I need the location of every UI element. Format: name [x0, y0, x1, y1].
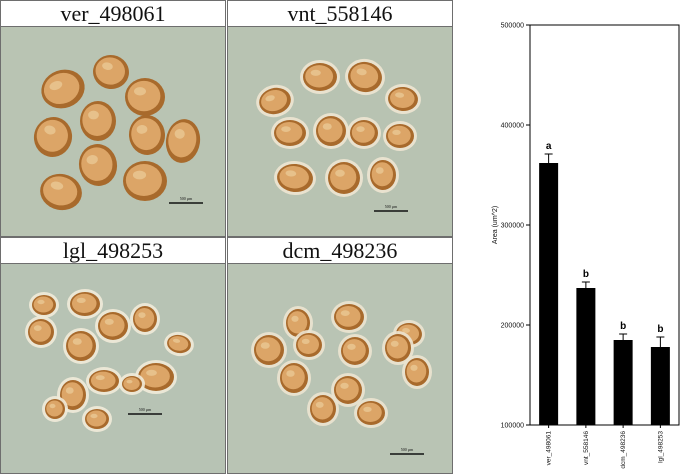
panel-title: ver_498061 [1, 1, 225, 27]
seed [33, 117, 73, 157]
seed [80, 101, 116, 141]
significance-letter: b [657, 324, 663, 335]
seed [165, 119, 201, 163]
seed-photo: 500 µm [228, 27, 452, 236]
y-tick-label: 300000 [501, 223, 524, 230]
seed [347, 117, 381, 149]
seed [29, 292, 59, 318]
seed [93, 54, 129, 90]
seed-photo: 500 µm [228, 264, 452, 473]
seed-group [256, 58, 421, 197]
x-tick-label: vnt_558146 [583, 431, 590, 465]
x-tick-label: dcm_498236 [620, 431, 627, 469]
seed [382, 331, 414, 365]
panel-dcm-498236: dcm_498236 500 µm [227, 237, 453, 474]
seed-group [25, 289, 194, 432]
seed [338, 334, 372, 368]
seed [300, 60, 340, 94]
bar [613, 340, 633, 425]
seed-photo: 500 µm [1, 27, 225, 236]
y-tick-label: 500000 [501, 23, 524, 30]
seed [42, 396, 68, 422]
seed [86, 367, 122, 395]
significance-letter: a [546, 141, 552, 152]
bar [539, 163, 559, 425]
seed-photo: 500 µm [1, 264, 225, 473]
seed [41, 69, 85, 109]
x-tick-label: lgl_498253 [657, 431, 664, 463]
seed [385, 83, 421, 115]
bars: a b b b [539, 141, 670, 425]
y-axis: 100000 200000 300000 400000 500000 [501, 23, 530, 430]
bar [650, 347, 670, 425]
panel-title: dcm_498236 [228, 238, 452, 264]
seed [135, 360, 177, 394]
x-axis-labels: ver_498061 vnt_558146 dcm_498236 lgl_498253 [546, 425, 664, 469]
seed [271, 117, 309, 149]
seed [125, 78, 165, 116]
scale-bar-label: 500 µm [180, 196, 193, 201]
seed [67, 289, 103, 319]
seed [277, 360, 311, 396]
seed [325, 159, 363, 197]
panel-lgl-498253: lgl_498253 500 µm [0, 237, 226, 474]
seed [82, 406, 112, 432]
seed-area-bar-chart: 100000 200000 300000 400000 500000 a b b b ver_… [492, 23, 680, 469]
seed [251, 332, 287, 368]
seed [164, 331, 194, 357]
seed [256, 84, 294, 118]
panel-title: lgl_498253 [1, 238, 225, 264]
y-tick-label: 100000 [501, 423, 524, 430]
seed-group [251, 301, 432, 428]
seed [63, 328, 99, 364]
seed [331, 373, 365, 407]
panel-title: vnt_558146 [228, 1, 452, 27]
y-axis-label: Area (um^2) [492, 206, 499, 244]
seed [402, 355, 432, 389]
seed [313, 113, 349, 149]
seed [128, 115, 166, 155]
seed-group [33, 54, 201, 211]
significance-letter: b [620, 321, 626, 332]
scale-bar-label: 500 µm [139, 407, 152, 412]
seed [345, 58, 385, 96]
seed [383, 121, 417, 151]
seed [367, 157, 399, 193]
bar [576, 288, 596, 425]
seed [130, 303, 160, 335]
seed [95, 309, 131, 343]
x-tick-label: ver_498061 [546, 431, 553, 466]
significance-letter: b [583, 269, 589, 280]
seed [119, 373, 145, 395]
seed [293, 330, 325, 360]
seed [307, 392, 339, 426]
panel-vnt-558146: vnt_558146 500 µm [227, 0, 453, 237]
seed [123, 161, 167, 201]
seed [40, 173, 82, 211]
panel-ver-498061: ver_498061 500 µm [0, 0, 226, 237]
seed [25, 316, 57, 348]
scale-bar-label: 500 µm [385, 204, 398, 209]
seed [354, 398, 388, 428]
scale-bar-label: 500 µm [401, 447, 414, 452]
seed [331, 301, 367, 333]
y-tick-label: 200000 [501, 323, 524, 330]
seed [274, 160, 316, 196]
seed [283, 306, 313, 340]
seed [78, 144, 118, 186]
y-tick-label: 400000 [501, 123, 524, 130]
